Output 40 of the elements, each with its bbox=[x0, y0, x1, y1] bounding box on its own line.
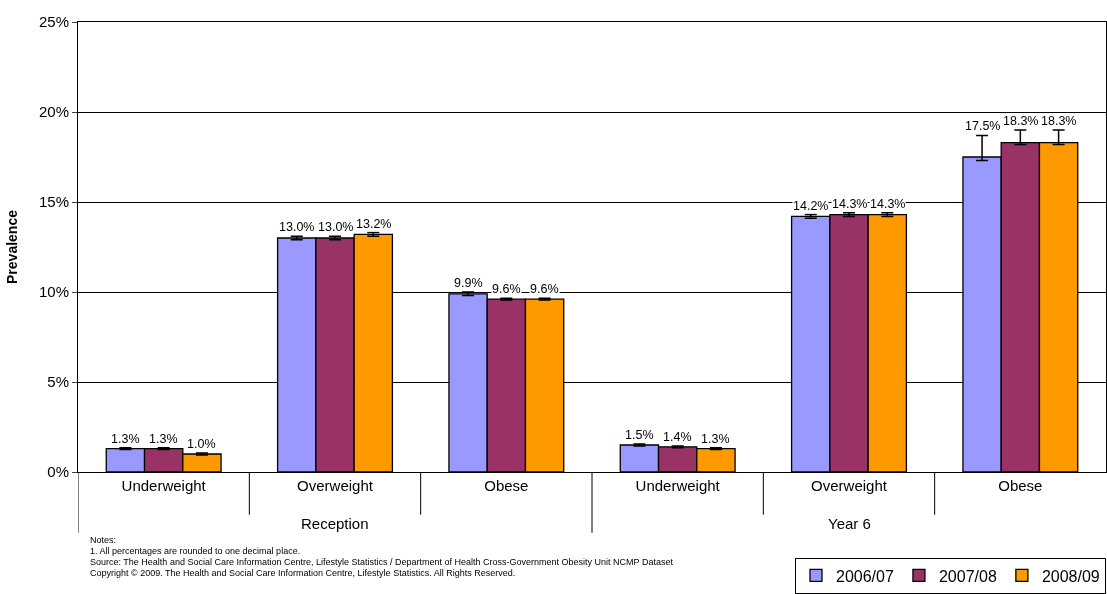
data-label: 17.5% bbox=[965, 119, 1001, 133]
data-label: 18.3% bbox=[1041, 114, 1077, 128]
data-label: 13.0% bbox=[279, 220, 315, 234]
x-tick-label: Overweight bbox=[811, 477, 888, 494]
data-label: 14.2% bbox=[793, 199, 829, 213]
y-tick-label: 15% bbox=[38, 193, 69, 211]
x-tick-label: Underweight bbox=[121, 477, 207, 494]
x-tick-label: Underweight bbox=[635, 477, 721, 494]
y-axis-title: Prevalence bbox=[3, 209, 20, 284]
data-label: 1.3% bbox=[111, 432, 140, 446]
data-label: 13.0% bbox=[318, 220, 354, 234]
y-tick-label: 20% bbox=[38, 103, 69, 121]
x-tick-label: Obese bbox=[998, 477, 1043, 494]
data-label: 14.3% bbox=[870, 197, 906, 211]
data-label: 9.6% bbox=[492, 282, 521, 296]
data-label: 1.0% bbox=[187, 437, 216, 451]
text: Notes: bbox=[90, 535, 117, 545]
source-note: Source: The Health and Social Care Information Centre, Lifestyle Statistics / Department of Health Cross-Government Obesity Unit NCMP Dataset bbox=[90, 557, 674, 567]
y-tick-label: 10% bbox=[38, 283, 69, 301]
y-tick-label: 0% bbox=[47, 463, 69, 481]
data-label: 9.9% bbox=[454, 276, 483, 290]
data-label: 1.3% bbox=[149, 432, 178, 446]
x-tick-label: Overweight bbox=[297, 477, 374, 494]
x-tick-label: Obese bbox=[484, 477, 529, 494]
data-label: 1.3% bbox=[701, 432, 730, 446]
data-label: 18.3% bbox=[1003, 114, 1039, 128]
data-label: 14.3% bbox=[832, 197, 868, 211]
data-label: 1.5% bbox=[625, 428, 654, 442]
legend-label: 2006/07 bbox=[836, 567, 894, 585]
legend-label: 2008/09 bbox=[1041, 567, 1100, 585]
y-tick-label: 5% bbox=[47, 373, 69, 391]
text: Year 6 bbox=[828, 515, 871, 532]
y-tick-label: 25% bbox=[38, 13, 69, 31]
data-label: 1.4% bbox=[663, 430, 692, 444]
text: Reception bbox=[301, 515, 369, 532]
data-label: 9.6% bbox=[530, 282, 559, 296]
text: Copyright © 2009. The Health and Social Care Information Centre, Lifestyle Statistics. All Rights Reserved. bbox=[90, 568, 516, 578]
data-label: 13.2% bbox=[356, 217, 392, 231]
legend-label: 2007/08 bbox=[938, 567, 997, 585]
text: 1. All percentages are rounded to one decimal place. bbox=[90, 546, 301, 556]
